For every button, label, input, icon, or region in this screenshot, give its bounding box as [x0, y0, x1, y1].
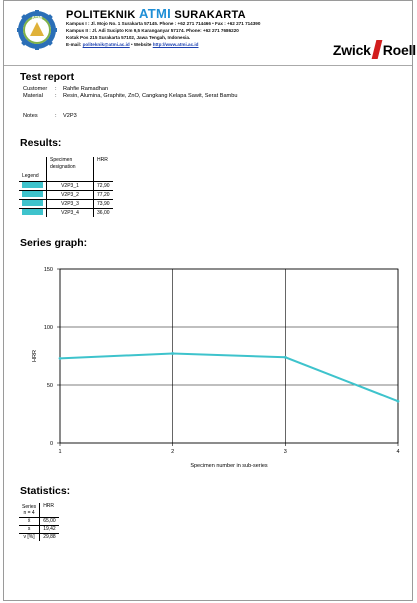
hrr-header: HRR: [97, 157, 108, 163]
website-link[interactable]: http://www.atmi.ac.id: [152, 42, 199, 47]
email-link[interactable]: politeknik@atmi.ac.id: [82, 42, 130, 47]
material-label: Material: [23, 93, 43, 99]
hrr-cell: 72,90: [93, 180, 113, 190]
results-title: Results:: [20, 137, 62, 149]
series-point: [283, 355, 287, 359]
x-tick-label: 2: [171, 449, 174, 455]
results-row: V2P3_4 36,00: [19, 207, 113, 217]
statistics-title: Statistics:: [20, 485, 71, 497]
test-report-title: Test report: [20, 71, 75, 83]
series-line-chart: 0 50 100 150 1 2 3 4 Specimen number in sub-seri…: [32, 267, 400, 469]
zwick-roell-logo: Zwick Roell: [332, 40, 416, 59]
y-tick-label: 50: [47, 383, 53, 389]
customer-label: Customer: [23, 86, 48, 92]
statistics-table: Series n = 4 HRR x̄ 65,00 s 19,42 ν [%] 29,88: [19, 503, 59, 541]
y-tick-label: 150: [44, 267, 53, 273]
stats-label-cell: s: [19, 525, 41, 534]
brand-slash: [371, 40, 383, 59]
x-tick-label: 1: [58, 449, 61, 455]
customer-value: Rahfie Ramadhan: [63, 86, 109, 92]
address-campus-1: Kampus I : Jl. Mojo No. 1 Surakarta 5714…: [66, 21, 261, 26]
y-axis-label: HRR: [32, 350, 38, 362]
address-campus-2: Kampus II : Jl. Adi Sucipto Km 9,5 Karan…: [66, 28, 239, 33]
x-tick-label: 3: [284, 449, 287, 455]
institution-atmi: ATMI: [138, 6, 171, 21]
notes-value: V2P3: [63, 113, 77, 119]
stats-label-cell: x̄: [19, 517, 41, 526]
stats-hrr-header: HRR: [43, 503, 55, 509]
y-tick-label: 0: [50, 441, 53, 447]
contact-line: E-mail: politeknik@atmi.ac.id • Website …: [66, 42, 199, 47]
results-table: Legend Specimen designation HRR V2P3_1 72…: [19, 157, 113, 217]
stats-row: x̄ 65,00: [19, 517, 59, 526]
address-pobox: Kotak Pos 215 Surakarta 57102, Jawa Teng…: [66, 35, 191, 40]
specimen-cell: V2P3_2: [46, 189, 94, 199]
stats-series-header: Series n = 4: [19, 503, 41, 518]
x-tick-label: 4: [396, 449, 399, 455]
atmi-logo: ATMI: [17, 10, 57, 50]
plot-frame: [59, 268, 399, 444]
x-axis-label: Specimen number in sub-series: [190, 463, 268, 469]
legend-header: Legend: [19, 157, 47, 181]
header-divider: [4, 65, 412, 66]
hrr-cell: 77,20: [93, 189, 113, 199]
legend-swatch: [22, 200, 43, 207]
notes-label: Notes: [23, 113, 38, 119]
series-point: [396, 399, 400, 403]
series-graph-title: Series graph:: [20, 237, 88, 249]
stats-row: s 19,42: [19, 525, 59, 534]
legend-swatch: [22, 182, 43, 189]
stats-label-cell: ν [%]: [19, 533, 41, 541]
specimen-header: Specimen designation: [46, 157, 94, 181]
series-point: [58, 357, 62, 360]
report-meta: Customer : Rahfie Ramadhan Material : Re…: [23, 86, 323, 120]
specimen-cell: V2P3_3: [46, 198, 94, 208]
legend-swatch: [22, 209, 43, 216]
logo-text: ATMI: [32, 15, 43, 20]
stats-value-cell: 29,88: [39, 533, 59, 541]
series-point: [171, 352, 175, 355]
report-page: ATMI POLITEKNIK ATMI SURAKARTA Kampus I …: [3, 0, 416, 601]
specimen-cell: V2P3_1: [46, 180, 94, 190]
hrr-cell: 73,90: [93, 198, 113, 208]
series-line: [59, 352, 399, 403]
stats-row: ν [%] 29,88: [19, 533, 59, 541]
stats-value-cell: 19,42: [39, 525, 59, 534]
stats-value-cell: 65,00: [39, 517, 59, 526]
legend-swatch: [22, 191, 43, 198]
material-value: Resin, Alumina, Graphite, ZnO, Cangkang …: [63, 93, 238, 99]
specimen-cell: V2P3_4: [46, 207, 94, 217]
results-row: V2P3_3 73,90: [19, 198, 113, 208]
institution-name: POLITEKNIK ATMI SURAKARTA: [66, 6, 246, 21]
results-row: V2P3_1 72,90: [19, 180, 113, 190]
results-row: V2P3_2 77,20: [19, 189, 113, 199]
y-tick-label: 100: [44, 325, 53, 331]
hrr-cell: 36,00: [93, 207, 113, 217]
